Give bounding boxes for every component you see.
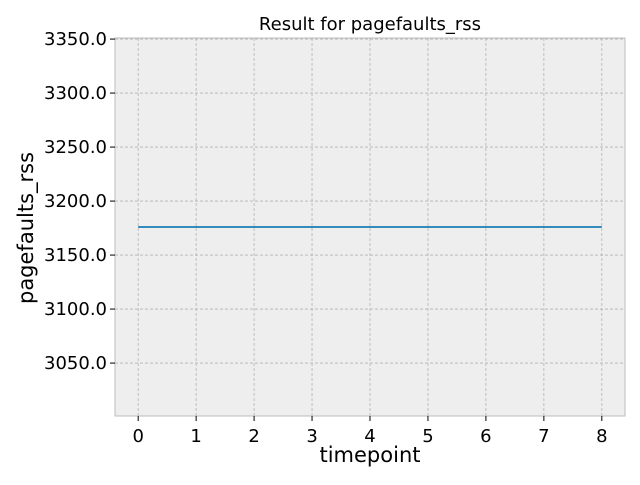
y-tick-label: 3300.0 bbox=[44, 83, 107, 104]
x-axis-label: timepoint bbox=[319, 443, 420, 467]
y-tick-label: 3050.0 bbox=[44, 353, 107, 374]
x-tick-label: 2 bbox=[248, 426, 259, 447]
x-tick-label: 3 bbox=[306, 426, 317, 447]
x-tick-label: 4 bbox=[364, 426, 375, 447]
ticks: 0 1 2 3 4 5 6 7 8 3050.0 3100.0 3150.0 3200.0 3250.0 3… bbox=[44, 29, 608, 447]
y-tick-label: 3150.0 bbox=[44, 245, 107, 266]
x-tick-label: 1 bbox=[190, 426, 201, 447]
y-tick-label: 3100.0 bbox=[44, 299, 107, 320]
chart-title: Result for pagefaults_rss bbox=[259, 14, 481, 35]
x-tick-label: 0 bbox=[132, 426, 143, 447]
grid bbox=[115, 38, 625, 416]
x-tick-label: 8 bbox=[596, 426, 607, 447]
x-tick-label: 6 bbox=[480, 426, 491, 447]
y-tick-label: 3200.0 bbox=[44, 191, 107, 212]
y-tick-label: 3350.0 bbox=[44, 29, 107, 50]
y-axis-label: pagefaults_rss bbox=[14, 152, 39, 304]
x-tick-label: 7 bbox=[538, 426, 549, 447]
x-tick-label: 5 bbox=[422, 426, 433, 447]
y-tick-label: 3250.0 bbox=[44, 137, 107, 158]
